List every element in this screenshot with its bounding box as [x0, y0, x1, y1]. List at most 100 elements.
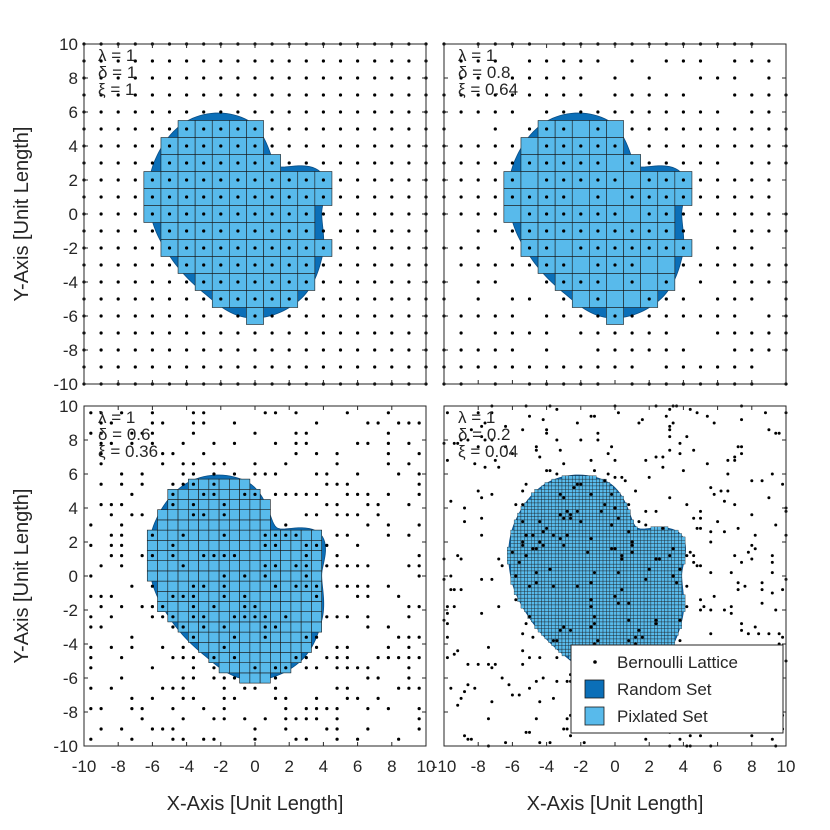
pixel — [534, 523, 539, 527]
pixel — [544, 495, 549, 500]
pixel — [678, 563, 682, 568]
pixel — [582, 529, 587, 534]
lattice-point — [531, 547, 535, 551]
pixel — [637, 557, 641, 561]
pixel — [660, 625, 665, 629]
pixel — [544, 553, 549, 558]
pixel — [678, 621, 682, 626]
lattice-point — [373, 178, 377, 182]
lattice-point — [321, 110, 325, 114]
pixel — [524, 509, 528, 514]
lattice-point — [620, 557, 624, 561]
pixel — [157, 509, 169, 521]
lattice-point — [335, 666, 339, 670]
lattice-point — [133, 212, 137, 216]
pixel — [657, 584, 662, 589]
pixel — [524, 567, 528, 572]
lattice-point — [386, 656, 390, 660]
pixel — [578, 608, 583, 612]
lattice-point — [273, 441, 278, 445]
pixel — [596, 631, 600, 636]
lattice-point — [528, 584, 531, 588]
pixel — [198, 499, 210, 510]
pixel — [544, 502, 549, 507]
pixel — [582, 485, 587, 490]
pixel — [657, 580, 662, 585]
lattice-point — [109, 503, 113, 507]
lattice-point — [191, 696, 196, 701]
pixel — [602, 495, 607, 500]
pixel — [510, 570, 515, 575]
pixel — [637, 604, 641, 609]
pixel — [575, 604, 580, 609]
lattice-point — [712, 594, 716, 598]
lattice-point — [459, 246, 463, 250]
pixel — [589, 485, 593, 490]
lattice-point — [321, 348, 325, 352]
lattice-point — [304, 348, 308, 352]
pixel — [280, 631, 292, 643]
lattice-point — [610, 547, 614, 551]
parameter-annotation: δ = 0.8 — [458, 63, 510, 82]
pixel — [599, 489, 604, 493]
pixel — [541, 625, 546, 629]
y-tick-label: -8 — [63, 341, 78, 360]
lattice-point — [270, 314, 274, 318]
pixel — [517, 553, 522, 558]
pixel — [592, 580, 597, 585]
lattice-point — [181, 656, 185, 660]
pixel — [630, 587, 634, 592]
lattice-point — [589, 625, 593, 629]
pixel — [558, 509, 563, 514]
lattice-point — [335, 727, 339, 731]
pixel — [531, 495, 535, 500]
pixel — [520, 567, 525, 572]
pixel — [534, 611, 539, 616]
pixel — [633, 625, 638, 629]
pixel — [527, 577, 532, 582]
pixel — [657, 604, 662, 609]
lattice-point — [407, 178, 411, 182]
lattice-point — [253, 195, 257, 199]
pixel — [623, 516, 628, 521]
lattice-point — [212, 717, 216, 721]
lattice-point — [181, 462, 185, 466]
lattice-point — [236, 365, 240, 369]
lattice-point — [664, 246, 668, 250]
pixel — [613, 618, 617, 623]
lattice-point — [456, 649, 460, 653]
pixel — [637, 529, 641, 534]
x-tick-label: -4 — [179, 757, 194, 776]
pixel — [541, 506, 546, 510]
lattice-point — [692, 560, 696, 564]
lattice-point — [202, 297, 206, 301]
pixel — [602, 482, 607, 487]
lattice-point — [345, 615, 349, 619]
lattice-point — [150, 110, 154, 114]
lattice-point — [634, 635, 638, 639]
lattice-point — [219, 195, 223, 199]
pixel — [575, 485, 580, 490]
pixel — [667, 614, 672, 619]
lattice-point — [750, 212, 754, 216]
lattice-point — [191, 656, 196, 660]
pixel — [640, 563, 645, 568]
pixel — [548, 591, 552, 595]
lattice-point — [287, 212, 291, 216]
pixel — [249, 519, 261, 531]
pixel — [633, 526, 638, 531]
pixel — [537, 580, 542, 585]
lattice-point — [510, 452, 514, 456]
lattice-point — [212, 472, 216, 476]
pixel — [616, 536, 621, 541]
pixel — [664, 560, 669, 565]
lattice-point — [459, 588, 463, 592]
pixel — [654, 580, 658, 585]
pixel — [657, 533, 662, 538]
pixel — [188, 519, 199, 531]
pixel — [544, 509, 549, 514]
pixel — [596, 580, 600, 585]
lattice-point — [476, 76, 480, 80]
lattice-point — [664, 297, 668, 301]
pixel — [637, 550, 641, 555]
